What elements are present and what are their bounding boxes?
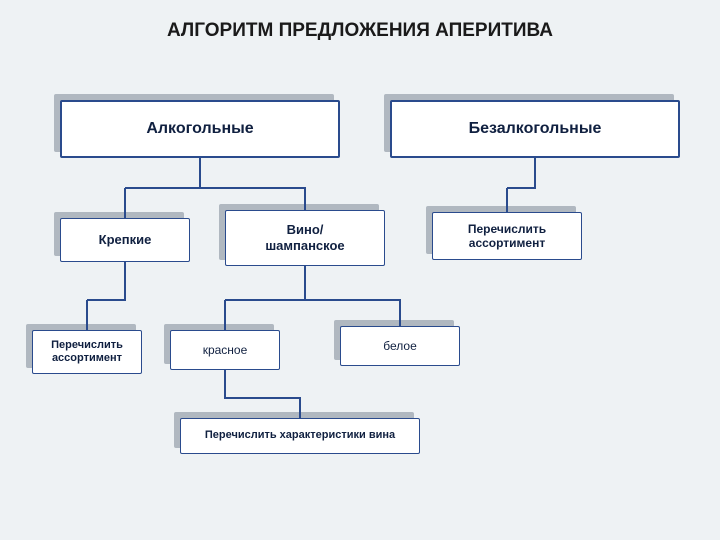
connector-segment	[124, 262, 126, 301]
connector-segment	[224, 370, 226, 399]
node-wine_char: Перечислить характеристики вина	[180, 418, 420, 454]
connector-segment	[200, 187, 306, 189]
node-red: красное	[170, 330, 280, 370]
connector-segment	[86, 300, 88, 331]
node-strong: Крепкие	[60, 218, 190, 262]
connector-segment	[506, 188, 508, 213]
node-white: белое	[340, 326, 460, 366]
connector-segment	[87, 299, 126, 301]
node-nonalcoholic: Безалкогольные	[390, 100, 680, 158]
connector-segment	[399, 300, 401, 327]
connector-segment	[534, 158, 536, 189]
node-list_strong: Перечислитьассортимент	[32, 330, 142, 374]
connector-segment	[225, 397, 301, 399]
connector-segment	[125, 187, 201, 189]
connector-segment	[224, 300, 226, 331]
connector-segment	[304, 188, 306, 211]
connector-segment	[299, 398, 301, 419]
connector-segment	[305, 299, 401, 301]
diagram-title: АЛГОРИТМ ПРЕДЛОЖЕНИЯ АПЕРИТИВА	[0, 20, 720, 42]
connector-segment	[304, 266, 306, 301]
connector-segment	[199, 158, 201, 189]
node-alcoholic: Алкогольные	[60, 100, 340, 158]
connector-segment	[225, 299, 306, 301]
node-wine: Вино/шампанское	[225, 210, 385, 266]
connector-segment	[124, 188, 126, 219]
node-list_nonalc: Перечислитьассортимент	[432, 212, 582, 260]
connector-segment	[507, 187, 536, 189]
